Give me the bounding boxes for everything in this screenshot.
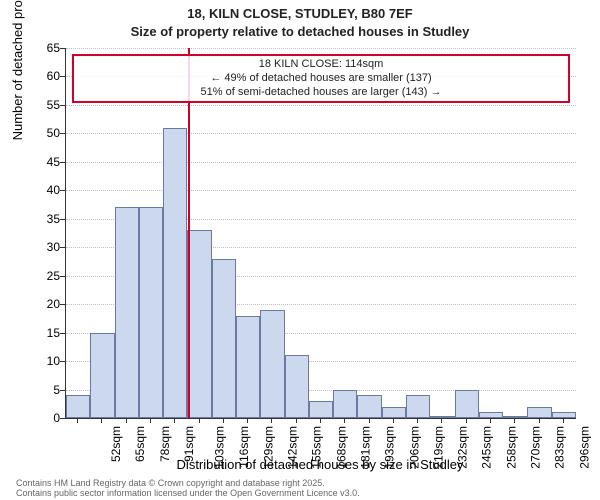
gridline [66, 190, 576, 191]
y-tick-label: 5 [30, 383, 60, 397]
histogram-bar [357, 395, 381, 418]
histogram-bar [406, 395, 430, 418]
x-tick-mark [199, 418, 200, 423]
x-tick-mark [101, 418, 102, 423]
x-tick-mark [77, 418, 78, 423]
x-tick-mark [320, 418, 321, 423]
x-tick-mark [417, 418, 418, 423]
x-tick-mark [369, 418, 370, 423]
x-tick-mark [150, 418, 151, 423]
y-tick-label: 0 [30, 411, 60, 425]
y-tick-label: 35 [30, 212, 60, 226]
x-tick-label: 296sqm [577, 426, 591, 469]
histogram-bar [455, 390, 479, 418]
histogram-bar [285, 355, 309, 418]
x-tick-mark [539, 418, 540, 423]
histogram-bar [503, 416, 527, 418]
x-tick-mark [271, 418, 272, 423]
y-tick-label: 10 [30, 354, 60, 368]
x-tick-mark [174, 418, 175, 423]
x-tick-mark [514, 418, 515, 423]
x-tick-mark [344, 418, 345, 423]
footer-line2: Contains public sector information licen… [16, 488, 360, 498]
x-tick-mark [126, 418, 127, 423]
y-tick-label: 40 [30, 183, 60, 197]
histogram-bar [66, 395, 90, 418]
histogram-bar [90, 333, 114, 418]
callout-box: 18 KILN CLOSE: 114sqm ← 49% of detached … [72, 54, 570, 103]
histogram-bar [260, 310, 284, 418]
x-tick-mark [466, 418, 467, 423]
reference-line [188, 48, 190, 418]
chart-title-line2: Size of property relative to detached ho… [0, 24, 600, 39]
y-tick-label: 60 [30, 69, 60, 83]
y-axis-label: Number of detached properties [10, 0, 25, 140]
plot-area: 18 KILN CLOSE: 114sqm ← 49% of detached … [65, 48, 576, 419]
chart-title-line1: 18, KILN CLOSE, STUDLEY, B80 7EF [0, 6, 600, 21]
chart-container: 18, KILN CLOSE, STUDLEY, B80 7EF Size of… [0, 0, 600, 500]
x-tick-mark [490, 418, 491, 423]
callout-line2: ← 49% of detached houses are smaller (13… [80, 72, 562, 86]
x-tick-mark [441, 418, 442, 423]
gridline [66, 48, 576, 49]
histogram-bar [430, 416, 454, 418]
gridline [66, 162, 576, 163]
y-tick-label: 30 [30, 240, 60, 254]
x-tick-mark [247, 418, 248, 423]
y-tick-label: 15 [30, 326, 60, 340]
histogram-bar [115, 207, 139, 418]
gridline [66, 105, 576, 106]
histogram-bar [212, 259, 236, 418]
callout-line1: 18 KILN CLOSE: 114sqm [80, 58, 562, 72]
y-tick-label: 50 [30, 126, 60, 140]
y-tick-label: 65 [30, 41, 60, 55]
x-tick-mark [223, 418, 224, 423]
footer: Contains HM Land Registry data © Crown c… [16, 478, 360, 498]
x-tick-mark [563, 418, 564, 423]
histogram-bar [139, 207, 163, 418]
histogram-bar [236, 316, 260, 418]
histogram-bar [333, 390, 357, 418]
histogram-bar [552, 412, 576, 418]
y-tick-label: 25 [30, 269, 60, 283]
histogram-bar [527, 407, 551, 418]
histogram-bar [309, 401, 333, 418]
y-tick-label: 55 [30, 98, 60, 112]
x-axis-label: Distribution of detached houses by size … [65, 457, 575, 472]
gridline [66, 133, 576, 134]
y-tick-label: 20 [30, 297, 60, 311]
histogram-bar [187, 230, 211, 418]
histogram-bar [163, 128, 187, 418]
x-tick-mark [393, 418, 394, 423]
x-tick-mark [296, 418, 297, 423]
footer-line1: Contains HM Land Registry data © Crown c… [16, 478, 360, 488]
y-tick-label: 45 [30, 155, 60, 169]
histogram-bar [382, 407, 406, 418]
callout-line3: 51% of semi-detached houses are larger (… [80, 86, 562, 100]
